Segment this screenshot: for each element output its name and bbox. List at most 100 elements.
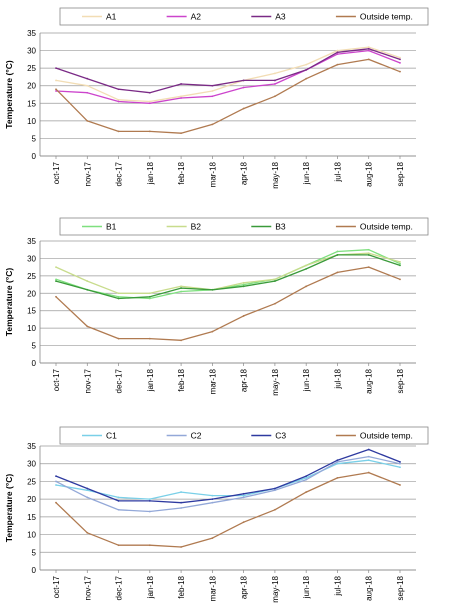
legend-box [59, 217, 429, 236]
x-tick-label: oct-17 [52, 575, 61, 598]
data-point [55, 484, 57, 486]
series-line-c3 [55, 448, 401, 504]
data-point [86, 91, 89, 94]
legend-label: A2 [191, 12, 202, 22]
data-point [148, 500, 151, 502]
data-point [117, 297, 120, 300]
data-point [148, 292, 151, 295]
data-point [86, 489, 89, 492]
x-tick-label: may-18 [271, 575, 280, 602]
data-point [399, 61, 401, 64]
x-tick-label: sep-18 [396, 368, 405, 393]
data-point [180, 501, 182, 504]
chart-panel-2: 0 5 10 15 20 25 30 35 oct-17 nov-17 dec-17 jan-18 fe… [4, 217, 429, 396]
series-line-outside-temp [55, 58, 401, 134]
data-point [242, 492, 245, 495]
data-point [274, 489, 276, 492]
legend-label: B3 [275, 222, 286, 232]
y-tick-label: 35 [27, 237, 36, 246]
data-point [274, 95, 276, 98]
x-tick-label: oct-17 [52, 368, 61, 391]
data-point [274, 508, 276, 511]
x-tick-label: feb-18 [177, 161, 186, 184]
data-point [86, 280, 89, 282]
data-point [305, 267, 308, 270]
x-tick-label: nov-17 [83, 161, 92, 186]
legend-label: A1 [106, 12, 117, 22]
data-point [180, 339, 182, 342]
data-point [55, 88, 57, 91]
data-point [180, 285, 182, 288]
x-tick-label: dec-17 [115, 161, 124, 186]
data-point [242, 281, 245, 284]
y-tick-label: 10 [27, 117, 36, 126]
data-point [399, 56, 401, 59]
data-point [399, 462, 401, 465]
data-point [180, 290, 182, 293]
data-point [211, 288, 214, 291]
x-tick-label: nov-17 [83, 368, 92, 393]
data-point [148, 102, 151, 105]
data-point [242, 494, 245, 497]
data-point [86, 119, 89, 122]
data-point [117, 544, 120, 547]
legend-label: C3 [275, 431, 286, 441]
legend-label: Outside temp. [360, 222, 413, 232]
data-point [117, 500, 120, 502]
data-point [117, 88, 120, 91]
data-point [274, 278, 276, 281]
legend-label: A3 [275, 12, 286, 22]
data-point [242, 285, 245, 288]
data-point [367, 46, 370, 48]
x-tick-label: may-18 [271, 368, 280, 395]
x-tick-label: jan-18 [146, 368, 155, 392]
data-point [180, 132, 182, 135]
series-line-a2 [55, 49, 401, 104]
data-point [305, 475, 308, 478]
data-point [305, 285, 308, 288]
y-axis-label: Temperature (°C) [4, 474, 14, 543]
series-line-outside-temp [55, 266, 401, 341]
data-point [117, 496, 120, 499]
data-point [180, 97, 182, 99]
data-point [211, 330, 214, 333]
x-tick-label: apr-18 [240, 161, 249, 185]
y-tick-label: 25 [27, 477, 36, 486]
data-point [117, 508, 120, 511]
chart-panel-3: 0 5 10 15 20 25 30 35 oct-17 nov-17 dec-17 jan-18 fe… [4, 426, 429, 603]
data-point [55, 475, 57, 478]
data-point [211, 123, 214, 126]
x-tick-label: feb-18 [177, 575, 186, 598]
data-point [117, 100, 120, 103]
data-point [336, 461, 339, 463]
data-point [242, 521, 245, 524]
data-point [305, 63, 308, 66]
data-point [305, 77, 308, 80]
data-point [305, 264, 308, 267]
data-point [86, 84, 89, 87]
y-tick-label: 30 [27, 47, 36, 56]
x-tick-label: may-18 [271, 161, 280, 188]
x-tick-label: aug-18 [365, 575, 374, 600]
data-point [367, 266, 370, 269]
data-point [367, 248, 370, 251]
data-point [367, 254, 370, 256]
data-point [180, 95, 182, 98]
data-point [336, 459, 339, 462]
x-tick-label: sep-18 [396, 161, 405, 186]
data-point [399, 262, 401, 265]
data-point [367, 448, 370, 451]
data-point [367, 459, 370, 462]
data-point [367, 252, 370, 255]
data-point [305, 478, 308, 481]
data-point [148, 295, 151, 298]
legend-label: B2 [191, 222, 202, 232]
x-tick-label: jun-18 [302, 368, 311, 392]
data-point [399, 264, 401, 267]
y-tick-label: 20 [27, 495, 36, 504]
data-point [117, 292, 120, 295]
data-point [117, 98, 120, 101]
data-point [148, 91, 151, 94]
data-point [211, 498, 214, 501]
